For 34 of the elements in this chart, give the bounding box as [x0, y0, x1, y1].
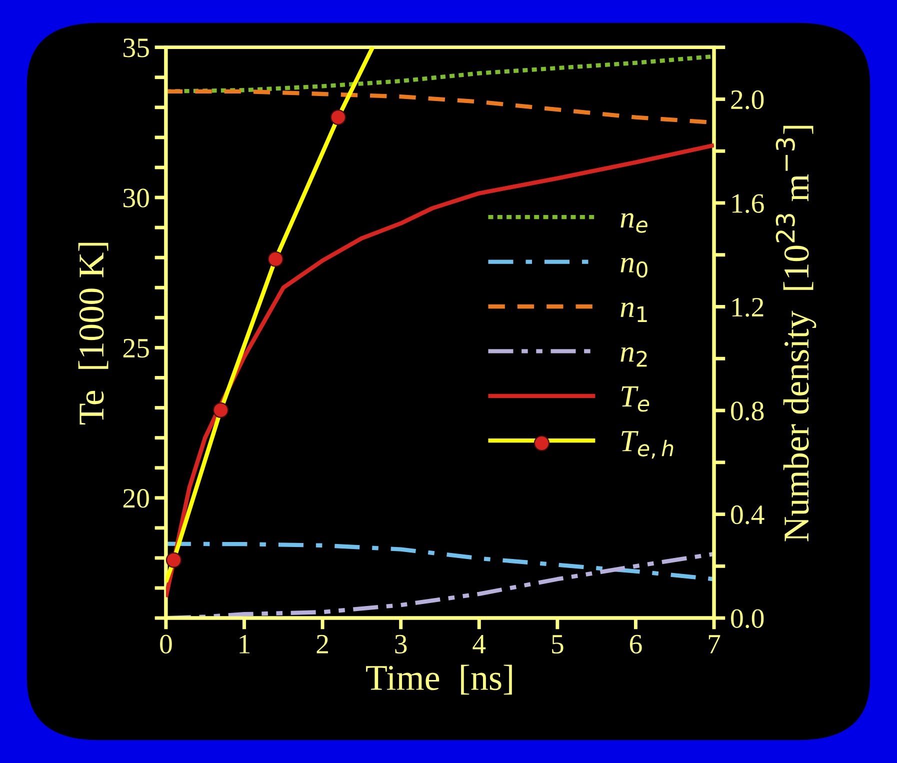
legend-label: T$_{e,h}$ — [622, 431, 674, 459]
legend-label: T$_{e}$ — [622, 386, 650, 412]
x-tick-label: 4 — [472, 634, 486, 654]
y2-tick-label: 1.6 — [732, 194, 764, 213]
y-tick-label: 35 — [124, 38, 149, 58]
legend-label: n$_{0}$ — [620, 258, 648, 278]
y2-axis-title: Number density [10$^{23}$ m$^{−3}$] — [776, 126, 816, 542]
line-series — [166, 542, 714, 582]
y2-tick-label: 2.0 — [731, 90, 764, 110]
x-tick-label: 5 — [552, 635, 564, 654]
legend-label: n$_{1}$ — [620, 302, 647, 322]
point — [330, 109, 346, 126]
line-series — [166, 143, 714, 600]
y-tick-label: 25 — [123, 338, 149, 358]
x-tick-label: 1 — [240, 634, 250, 654]
y2-tick-label: 0.4 — [731, 505, 764, 524]
y2-tick-label: 0.8 — [731, 402, 764, 421]
point — [166, 552, 182, 568]
legend-label: n$_{2}$ — [620, 347, 647, 367]
legend-label: n$_{e}$ — [620, 213, 648, 233]
x-tick-label: 3 — [395, 634, 407, 654]
x-axis-title: Time [ns] — [366, 664, 512, 695]
y-tick-label: 30 — [124, 188, 149, 208]
point — [212, 402, 229, 418]
point — [268, 251, 284, 267]
x-tick-label: 2 — [316, 634, 328, 654]
y-axis-title: Te [1000 K] — [78, 242, 108, 425]
y2-tick-label: 1.2 — [732, 298, 764, 317]
line-series — [166, 47, 375, 584]
x-tick-label: 0 — [160, 634, 172, 654]
x-tick-label: 6 — [630, 634, 642, 654]
y2-tick-label: 0.0 — [731, 609, 764, 628]
y-tick-label: 20 — [123, 489, 149, 508]
x-tick-label: 7 — [708, 635, 720, 654]
